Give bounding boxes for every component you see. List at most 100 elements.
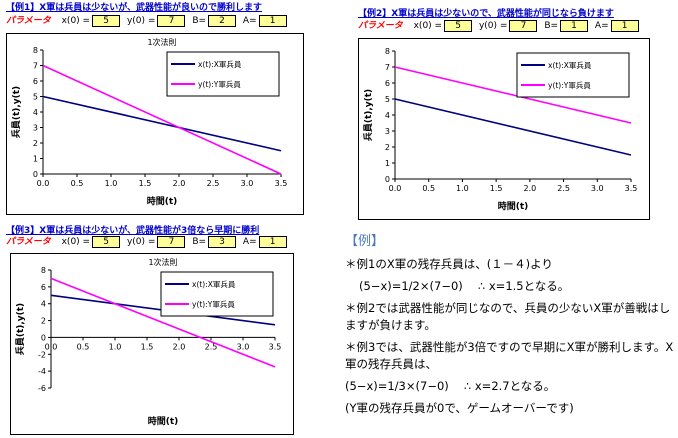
series-line-x — [394, 98, 632, 156]
param-key: y(0) = — [126, 16, 156, 26]
series-line-y — [42, 64, 282, 175]
param-key: y(0) = — [478, 21, 508, 31]
chart-example-2: 0 1 2 3 4 5 6 7 8 0.0 0.5 1.0 1.5 2.0 2.5 3.0 3.5 時間(t) 兵員… — [358, 38, 650, 220]
y-tick-label: 5 — [33, 93, 38, 102]
param-b-field[interactable]: 1 — [560, 20, 589, 32]
chart-title: 1次法則 — [148, 257, 177, 267]
y-tick-label: 2 — [41, 317, 46, 326]
y-tick-label: 7 — [385, 63, 390, 72]
y-tick-label: -4 — [38, 367, 46, 376]
param-x0-field[interactable]: 5 — [444, 20, 473, 32]
explanation-line: ＊例3では、武器性能が3倍ですので早期にX軍が勝利します。X軍の残存兵員は、 — [345, 340, 674, 371]
y-tick-label: 6 — [385, 79, 390, 88]
param-key: B= — [544, 21, 559, 31]
x-tick-label: 1.5 — [490, 184, 503, 193]
param-key: x(0) = — [413, 21, 443, 31]
param-key: x(0) = — [61, 237, 91, 247]
legend-label: x(t):X軍兵員 — [548, 60, 592, 70]
params-label: パラメータ — [358, 21, 403, 31]
y-tick-label: 3 — [33, 124, 38, 133]
param-x0-field[interactable]: 5 — [92, 236, 121, 248]
example-3-params: パラメータ x(0) = 5 y(0) = 7 B= 3 A= 1 — [6, 236, 287, 248]
param-key: B= — [192, 237, 207, 247]
x-tick-label: 0.5 — [422, 184, 435, 193]
x-tick-label: 3.0 — [591, 184, 604, 193]
y-tick-label: 6 — [33, 77, 38, 86]
chart-svg: 0 1 2 3 4 5 6 7 8 0.0 0.5 1.0 1.5 2.0 2.5 3.0 3.5 時間(t) 兵員… — [362, 47, 638, 212]
param-key: x(0) = — [61, 16, 91, 26]
y-tick-label: 4 — [385, 111, 390, 120]
y-tick-label: 7 — [33, 62, 38, 71]
y-tick-label: 1 — [385, 159, 390, 168]
params-label: パラメータ — [6, 237, 51, 247]
x-tick-label: 1.5 — [139, 179, 152, 188]
example-3-header: 【例3】X軍は兵員は少ないが、武器性能が3倍なら早期に勝利 — [6, 226, 260, 236]
y-tick-label: 2 — [385, 143, 390, 152]
y-tick-label: 5 — [385, 95, 390, 104]
x-tick-label: 1.0 — [109, 342, 122, 351]
y-tick-label: 4 — [41, 300, 46, 309]
param-b-field[interactable]: 3 — [208, 236, 237, 248]
x-tick-label: 3.5 — [625, 184, 638, 193]
explanation-line: ＊例2では武器性能が同じなので、兵員の少ないX軍が善戦はしますが負けます。 — [345, 301, 671, 332]
param-y0-field[interactable]: 7 — [509, 20, 538, 32]
y-tick-label: 0 — [33, 170, 38, 179]
chart-svg: 1次法則 0 1 2 3 4 5 6 7 8 0.0 0.5 1.0 1.5 2.0 2.5 3.0 3.5 時間(… — [10, 37, 287, 207]
x-axis-label: 時間(t) — [148, 415, 179, 427]
chart-example-3: 1次法則 -6 -4 -2 0 2 4 6 8 0.0 0.5 1.0 1.5 2.0 2.5 3.0 3.5 時… — [10, 253, 294, 435]
x-tick-label: 0.5 — [71, 179, 84, 188]
series-line-y — [50, 277, 276, 368]
y-tick-label: 0 — [41, 333, 46, 342]
param-a-field[interactable]: 1 — [258, 236, 287, 248]
x-tick-label: 2.5 — [207, 179, 220, 188]
x-tick-label: 0.0 — [45, 342, 58, 351]
explanation-line: (5−x)=1/2×(7−0) ∴ x=1.5となる。 — [359, 279, 570, 293]
explanation-title: 【例】 — [345, 234, 385, 249]
x-tick-label: 1.0 — [456, 184, 469, 193]
explanation-line: ＊例1のX軍の残存兵員は、(１－４)より — [345, 257, 553, 271]
series-line-x — [42, 95, 282, 152]
y-tick-label: 8 — [41, 266, 46, 275]
y-tick-label: 8 — [385, 47, 390, 56]
param-b-field[interactable]: 2 — [208, 15, 237, 27]
param-x0-field[interactable]: 5 — [92, 15, 121, 27]
y-tick-label: 2 — [33, 139, 38, 148]
param-key: A= — [594, 21, 609, 31]
chart-svg: 1次法則 -6 -4 -2 0 2 4 6 8 0.0 0.5 1.0 1.5 2.0 2.5 3.0 3.5 時… — [14, 257, 282, 427]
x-tick-label: 2.5 — [557, 184, 570, 193]
x-tick-label: 3.5 — [269, 342, 282, 351]
chart-example-1: 1次法則 0 1 2 3 4 5 6 7 8 0.0 0.5 1.0 1.5 2.0 2.5 3.0 3.5 時間(… — [6, 33, 304, 215]
param-key: B= — [192, 16, 207, 26]
x-tick-label: 2.5 — [205, 342, 218, 351]
x-tick-label: 1.0 — [105, 179, 118, 188]
x-tick-label: 2.0 — [173, 342, 186, 351]
x-tick-label: 3.0 — [241, 179, 254, 188]
series-line-y — [394, 66, 632, 124]
param-y0-field[interactable]: 7 — [157, 15, 186, 27]
param-key: y(0) = — [126, 237, 156, 247]
legend-label: x(t):X軍兵員 — [192, 279, 236, 289]
y-tick-label: -6 — [38, 384, 46, 393]
y-axis-label: 兵員(t),y(t) — [14, 303, 26, 355]
param-key: A= — [242, 237, 257, 247]
example-1-header: 【例1】X軍は兵員は少ないが、武器性能が良いので勝利します — [6, 3, 263, 13]
legend-box — [160, 271, 274, 317]
legend-label: y(t):Y軍兵員 — [192, 299, 235, 309]
param-y0-field[interactable]: 7 — [157, 236, 186, 248]
y-tick-label: -2 — [38, 350, 46, 359]
y-axis-label: 兵員(t),y(t) — [362, 89, 374, 141]
legend-box — [516, 52, 630, 98]
y-tick-label: 3 — [385, 127, 390, 136]
x-axis-label: 時間(t) — [498, 200, 529, 212]
param-a-field[interactable]: 1 — [610, 20, 639, 32]
x-axis-label: 時間(t) — [147, 195, 178, 207]
y-tick-label: 4 — [33, 108, 38, 117]
explanation-panel: 【例】 ＊例1のX軍の残存兵員は、(１－４)より (5−x)=1/2×(7−0)… — [345, 233, 675, 422]
legend-box — [166, 51, 280, 97]
chart-title: 1次法則 — [147, 37, 176, 47]
param-a-field[interactable]: 1 — [258, 15, 287, 27]
x-tick-label: 3.0 — [237, 342, 250, 351]
params-label: パラメータ — [6, 16, 51, 26]
x-tick-label: 1.5 — [141, 342, 154, 351]
y-tick-label: 0 — [385, 175, 390, 184]
